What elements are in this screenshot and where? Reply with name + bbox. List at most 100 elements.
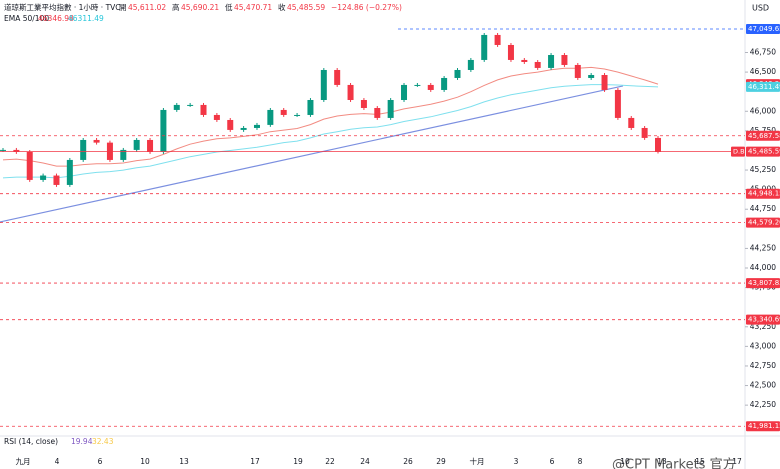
- y-tick-label: 46,750: [750, 48, 776, 57]
- candle-body: [441, 77, 448, 90]
- x-tick-label: 22: [325, 457, 335, 466]
- ema-label: EMA 50/100: [4, 14, 49, 23]
- candle-body: [227, 119, 234, 130]
- x-tick-label: 24: [360, 457, 370, 466]
- candle-body: [374, 107, 381, 118]
- x-tick-label: 十月: [470, 456, 485, 466]
- candle-body: [655, 137, 661, 152]
- candle-body: [147, 139, 154, 152]
- x-tick-label: 15: [695, 457, 705, 466]
- candle-body: [507, 44, 514, 60]
- y-tick-label: 43,250: [750, 322, 776, 331]
- candle-body: [26, 151, 33, 180]
- candle-body: [534, 61, 541, 68]
- y-tick-label: 46,000: [750, 106, 776, 115]
- x-tick-label: 19: [293, 457, 303, 466]
- rsi-ma-value: 32.43: [92, 437, 114, 446]
- candle-body: [414, 84, 421, 86]
- y-tick-label: 42,250: [750, 400, 776, 409]
- y-tick-label: 44,000: [750, 263, 776, 272]
- price-label-bg: [746, 421, 780, 432]
- y-tick-label: 45,250: [750, 165, 776, 174]
- ohlc-label: 低: [225, 2, 233, 12]
- candle-body: [187, 104, 194, 106]
- ema-line: [2, 84, 659, 179]
- y-tick-label: 44,250: [750, 243, 776, 252]
- candle-body: [93, 139, 100, 143]
- ema-value: 46346.98: [38, 14, 74, 23]
- x-tick-label: 13: [657, 457, 667, 466]
- candle-body: [641, 127, 648, 138]
- candle-body: [307, 99, 314, 115]
- price-label-bg: [746, 278, 780, 289]
- ema-value: 46311.49: [68, 14, 104, 23]
- candle-body: [200, 104, 207, 115]
- y-tick-label: 44,750: [750, 204, 776, 213]
- candle-body: [294, 114, 301, 116]
- x-tick-label: 3: [514, 457, 519, 466]
- candle-body: [213, 114, 220, 120]
- price-label: 43,807.83: [748, 279, 780, 287]
- candle-body: [40, 175, 47, 180]
- candle-body: [360, 99, 367, 108]
- x-tick-label: 29: [436, 457, 446, 466]
- candle-body: [454, 69, 461, 78]
- ema-line: [2, 66, 659, 167]
- y-tick-label: 42,500: [750, 381, 776, 390]
- price-label-bg: [746, 217, 780, 228]
- ohlc-label: 開: [119, 3, 127, 12]
- candle-body: [160, 109, 167, 152]
- y-tick-label: 45,750: [750, 126, 776, 135]
- candle-body: [614, 89, 621, 118]
- candle-body: [240, 127, 247, 130]
- candle-body: [13, 149, 20, 152]
- candle-body: [120, 149, 127, 160]
- candle-body: [481, 34, 488, 60]
- candle-body: [80, 139, 87, 160]
- price-label: 47,049.65: [748, 25, 780, 33]
- candle-body: [53, 175, 60, 185]
- symbol: 道琼斯工業平均指數 · 1小時 · TVC: [4, 2, 121, 12]
- x-tick-label: 4: [55, 457, 60, 466]
- trendline: [0, 85, 624, 223]
- x-tick-label: 17: [250, 457, 260, 466]
- x-tick-label: 17: [732, 457, 742, 466]
- candle-body: [334, 69, 341, 85]
- x-tick-label: 6: [550, 457, 555, 466]
- price-label: 45,485.59: [748, 148, 780, 156]
- candle-body: [561, 55, 568, 65]
- price-label-bg: [746, 314, 780, 325]
- price-label-bg: [746, 146, 780, 157]
- x-tick-label: 10: [620, 457, 630, 466]
- ohlc-value: 45,470.71: [234, 3, 272, 12]
- candle-body: [0, 149, 6, 151]
- candle-body: [320, 69, 327, 100]
- price-label: 45,687.58: [748, 132, 780, 140]
- price-label: 46,311.49: [748, 83, 780, 91]
- watermark: @CPT Markets 官方: [612, 457, 736, 469]
- candle-body: [280, 109, 287, 115]
- candle-body: [601, 74, 608, 90]
- y-tick-label: 46,500: [750, 67, 776, 76]
- candle-body: [173, 104, 180, 110]
- candle-body: [253, 124, 260, 128]
- rsi-label: RSI (14, close): [4, 437, 58, 446]
- ohlc-value: 45,485.59: [287, 3, 325, 12]
- currency: USD: [752, 4, 769, 13]
- candle-body: [548, 55, 555, 68]
- price-label-bg: [746, 81, 780, 92]
- price-label: 44,579.20: [748, 219, 780, 227]
- price-label: 43,340.69: [748, 316, 780, 324]
- candle-body: [494, 34, 501, 45]
- price-label: 41,981.15: [748, 422, 780, 430]
- candle-body: [467, 59, 474, 70]
- ohlc-label: 高: [172, 2, 180, 12]
- x-tick-label: 8: [578, 457, 583, 466]
- y-tick-label: 43,000: [750, 341, 776, 350]
- candle-body: [267, 109, 274, 125]
- candle-body: [521, 59, 528, 62]
- candle-body: [66, 159, 73, 185]
- candle-body: [588, 74, 595, 78]
- price-label-bg: [746, 188, 780, 199]
